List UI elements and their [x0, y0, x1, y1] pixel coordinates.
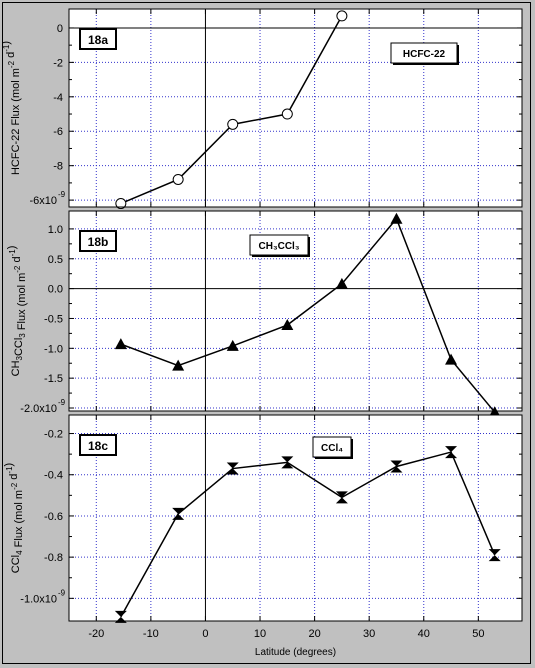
plot-border [68, 210, 523, 412]
y-axis-label-part: 3 [18, 333, 27, 338]
x-tick-label: 0 [202, 628, 208, 640]
figure-frame: 0 -2 -4 -6 -8 -6x10 -9 HCFC-22 Flux (mol m-2 d-… [2, 2, 531, 664]
y-axis-label-part: ) [3, 41, 12, 45]
y-tick-label: -8 [53, 161, 63, 173]
y-tick-label: -2 [53, 57, 63, 69]
data-point [336, 10, 348, 22]
data-point [227, 118, 239, 130]
y-axis-label-part: ) [3, 463, 15, 467]
x-tick-label: 40 [418, 628, 430, 640]
plot-area [69, 9, 522, 207]
y-exponent-power: -9 [58, 588, 66, 597]
legend-label: CCl₄ [321, 443, 343, 454]
x-tick-label: 50 [472, 628, 484, 640]
data-point [114, 610, 127, 623]
y-axis-label-part: -1 [8, 249, 17, 257]
y-exponent-power: -9 [58, 398, 66, 407]
y-tick-label: -6 [53, 126, 63, 138]
y-axis-label-part: CCl [10, 555, 22, 573]
y-axis-label-part: -1 [3, 44, 11, 52]
data-point [390, 460, 403, 473]
legend-box [390, 42, 458, 64]
y-tick-label: -1.0 [44, 343, 63, 355]
x-tick-label: -20 [88, 628, 104, 640]
data-point [445, 446, 458, 459]
y-axis-label-part: 4 [15, 550, 24, 555]
y-tick-label: -4 [53, 92, 63, 104]
y-axis-label-part: -2 [10, 482, 19, 490]
y-axis-label-part: -2 [13, 265, 22, 273]
x-tick-label: 20 [308, 628, 320, 640]
data-point [172, 173, 184, 185]
data-point [281, 456, 294, 469]
y-exponent-power: -9 [58, 190, 66, 199]
panel-tag-box [79, 28, 117, 50]
x-axis-label: Latitude (degrees) [255, 647, 336, 658]
x-tick-label: 30 [363, 628, 375, 640]
y-axis-label-part: -1 [5, 466, 14, 474]
panel-tag-box [79, 230, 117, 252]
y-axis-label: CH3CCl3 Flux (mol m-2 d-1) [6, 246, 28, 377]
panel-tag: 18a [88, 33, 108, 47]
data-point [172, 507, 185, 520]
y-axis-label-part: HCFC-22 Flux (mol m [10, 68, 22, 175]
series-line [120, 451, 496, 618]
data-point [114, 338, 127, 350]
y-exponent-label: -1.0x10 [20, 593, 57, 605]
y-tick-label: -0.4 [44, 470, 63, 482]
plot-area [69, 415, 522, 621]
y-tick-label: 0.0 [48, 284, 63, 296]
series-line [120, 217, 496, 413]
data-point [226, 339, 239, 351]
y-axis-label-part: CCl [13, 338, 25, 356]
y-tick-label: -0.5 [44, 313, 63, 325]
data-point [488, 549, 501, 562]
legend-label: HCFC-22 [403, 49, 446, 60]
y-tick-label: -1.5 [44, 373, 63, 385]
y-axis-label-part: d [11, 256, 23, 265]
y-axis-label-part: 3 [15, 355, 24, 360]
panel-tag-box [79, 434, 117, 456]
y-axis-label-part: Flux (mol m [16, 273, 28, 334]
data-point [226, 462, 239, 475]
data-point [335, 277, 348, 289]
y-axis-label-part: -2 [7, 60, 16, 68]
data-point [172, 359, 185, 371]
y-axis-label: HCFC-22 Flux (mol m-2 d-1) [3, 41, 22, 175]
plot-border [68, 8, 523, 208]
y-exponent-label: -6x10 [29, 195, 57, 207]
data-point [281, 108, 293, 120]
data-point [115, 198, 127, 210]
y-tick-label: 1.0 [48, 224, 63, 236]
x-tick-label: 10 [254, 628, 266, 640]
y-axis-label-part: d [8, 474, 20, 483]
y-axis-label-part: Flux (mol m [13, 490, 25, 551]
y-tick-label: -0.8 [44, 552, 63, 564]
y-exponent-label: -2.0x10 [20, 403, 57, 415]
y-axis-label-part: CH [10, 360, 22, 376]
panel-tag: 18c [88, 439, 108, 453]
data-point [390, 212, 403, 224]
data-point [488, 406, 501, 418]
data-point [445, 353, 458, 365]
y-tick-label: 0 [57, 23, 63, 35]
data-point [335, 491, 348, 504]
y-axis-label-part: d [5, 52, 17, 61]
legend-box [312, 436, 352, 458]
panel-18c: -0.2 -0.4 -0.6 -0.8 -1.0x10-9 CCl4 Flux (mol … [3, 414, 523, 623]
plot-border [68, 414, 523, 622]
y-axis-label-part: ) [6, 246, 18, 250]
y-tick-label: -0.6 [44, 511, 63, 523]
x-tick-label: -10 [143, 628, 159, 640]
legend-label: CH₃CCl₃ [259, 241, 300, 252]
y-axis-label: CCl4 Flux (mol m-2 d-1) [3, 463, 25, 573]
y-tick-label: -0.2 [44, 429, 63, 441]
data-point [281, 319, 294, 331]
panel-tag: 18b [88, 235, 109, 249]
y-tick-label: 0.5 [48, 254, 63, 266]
legend-box [249, 234, 309, 256]
